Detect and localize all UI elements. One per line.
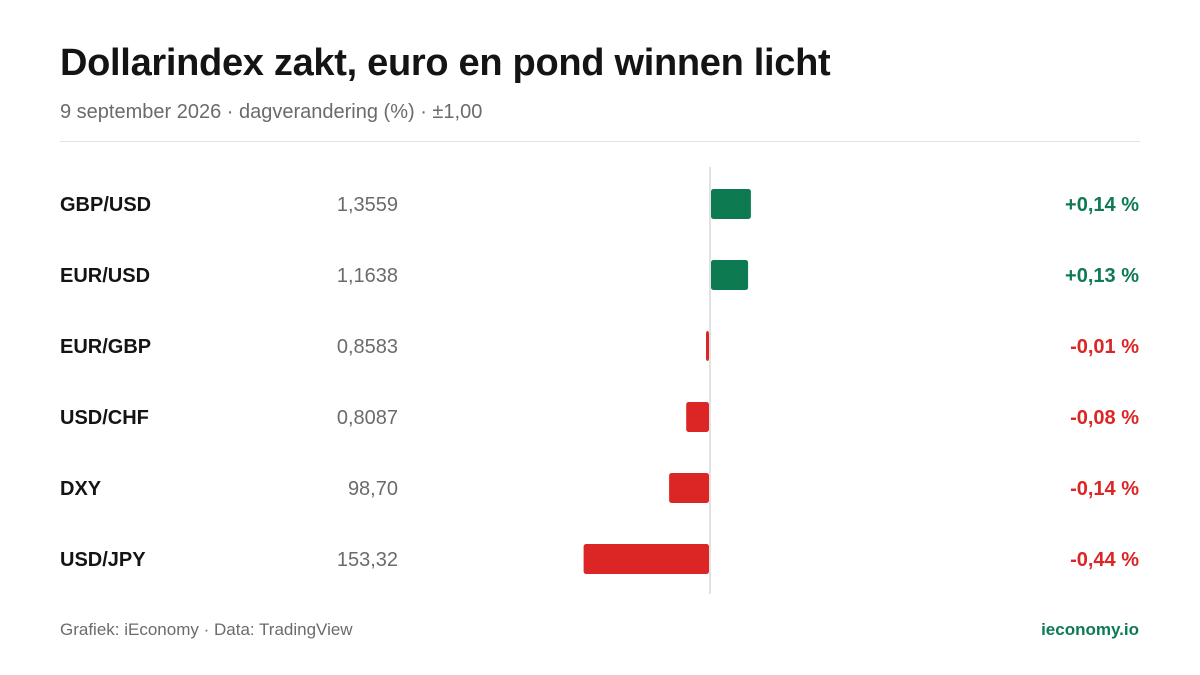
header-divider — [60, 141, 1140, 142]
change-value-label: +0,13 % — [1065, 265, 1139, 287]
change-bar — [706, 331, 709, 361]
chart-row: GBP/USD 1,3559 +0,14 % — [60, 189, 1139, 219]
change-value-label: -0,44 % — [1070, 549, 1139, 571]
price-value: 1,3559 — [337, 194, 398, 216]
change-value-label: -0,08 % — [1070, 407, 1139, 429]
change-bar — [686, 402, 709, 432]
change-value-label: +0,14 % — [1065, 194, 1139, 216]
price-value: 1,1638 — [337, 265, 398, 287]
change-bar — [711, 260, 749, 290]
source-credit: Grafiek: iEconomy · Data: TradingView — [60, 620, 353, 639]
change-bar — [669, 473, 709, 503]
pair-label: USD/JPY — [60, 549, 146, 571]
change-bar — [583, 544, 709, 574]
pair-label: EUR/GBP — [60, 336, 151, 358]
pair-label: USD/CHF — [60, 407, 149, 429]
price-value: 0,8087 — [337, 407, 398, 429]
brand-link[interactable]: ieconomy.io — [1041, 620, 1139, 639]
chart-row: DXY 98,70 -0,14 % — [60, 473, 1139, 503]
chart-row: USD/CHF 0,8087 -0,08 % — [60, 402, 1139, 432]
chart-row: USD/JPY 153,32 -0,44 % — [60, 544, 1139, 574]
chart-row: EUR/USD 1,1638 +0,13 % — [60, 260, 1139, 290]
price-value: 98,70 — [348, 478, 398, 500]
chart-rows: GBP/USD 1,3559 +0,14 % EUR/USD 1,1638 +0,13 %… — [60, 189, 1139, 574]
change-value-label: -0,01 % — [1070, 336, 1139, 358]
chart-row: EUR/GBP 0,8583 -0,01 % — [60, 331, 1139, 361]
price-value: 153,32 — [337, 549, 398, 571]
pair-label: DXY — [60, 478, 102, 500]
change-value-label: -0,14 % — [1070, 478, 1139, 500]
chart-title: Dollarindex zakt, euro en pond winnen li… — [60, 42, 831, 84]
pair-label: GBP/USD — [60, 194, 151, 216]
price-value: 0,8583 — [337, 336, 398, 358]
pair-label: EUR/USD — [60, 265, 150, 287]
change-bar — [711, 189, 751, 219]
chart-subtitle: 9 september 2026 · dagverandering (%) · … — [60, 101, 483, 123]
